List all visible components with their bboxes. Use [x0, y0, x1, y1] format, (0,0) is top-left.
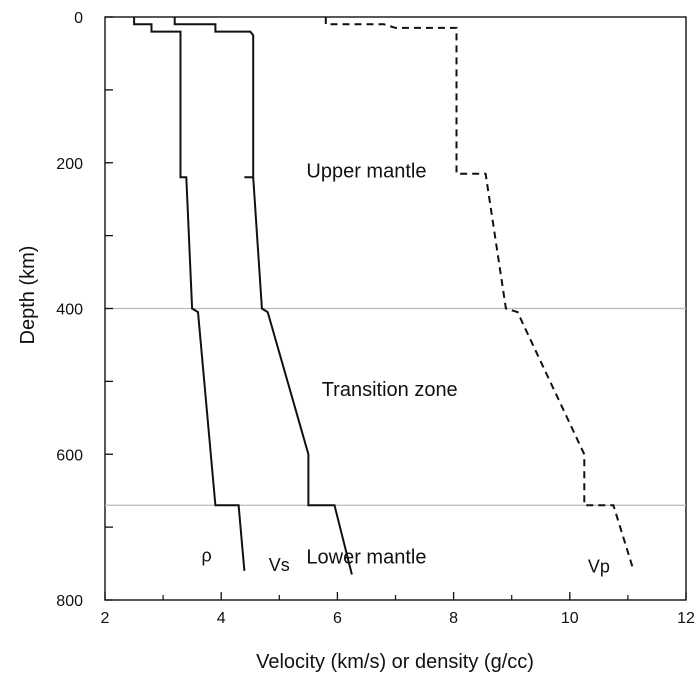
- y-axis-label: Depth (km): [17, 246, 39, 345]
- annotation-labels: ρ Vs Vp Upper mantle Transition zone Lower ma…: [202, 160, 610, 576]
- zone-label-transition-zone: Transition zone: [322, 379, 458, 401]
- series-line-rho: [133, 17, 246, 571]
- x-tick-label: 12: [677, 610, 695, 627]
- x-axis-ticks: 2 4 6 8 10 12: [101, 592, 695, 627]
- series-label-vp: Vp: [588, 556, 610, 576]
- series-label-rho: ρ: [202, 545, 212, 565]
- x-tick-label: 2: [101, 610, 110, 627]
- y-tick-label: 600: [56, 447, 83, 464]
- series-line-vp: [324, 17, 635, 572]
- y-tick-label: 800: [56, 593, 83, 610]
- y-tick-label: 200: [56, 156, 83, 173]
- x-tick-label: 10: [561, 610, 579, 627]
- x-axis-label: Velocity (km/s) or density (g/cc): [256, 651, 534, 673]
- y-tick-label: 400: [56, 302, 83, 319]
- zone-label-lower-mantle: Lower mantle: [306, 547, 426, 569]
- x-tick-label: 6: [333, 610, 342, 627]
- series-label-vs: Vs: [269, 555, 290, 575]
- reference-lines: [105, 307, 686, 506]
- y-axis-ticks: 0 200 400 600 800: [56, 10, 113, 610]
- x-tick-label: 4: [217, 610, 226, 627]
- series-lines: [133, 17, 635, 575]
- series-line-vs: [173, 17, 353, 575]
- zone-label-upper-mantle: Upper mantle: [306, 160, 426, 182]
- x-tick-label: 8: [449, 610, 458, 627]
- y-tick-label: 0: [74, 10, 83, 27]
